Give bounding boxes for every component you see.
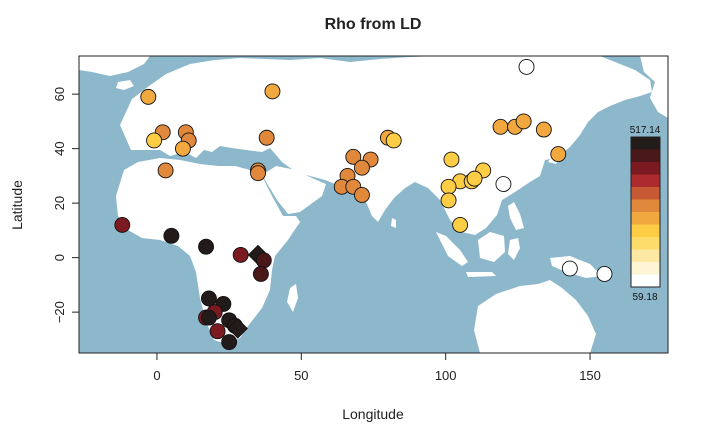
data-point-29 <box>452 216 469 233</box>
legend-swatch-4 <box>631 224 660 237</box>
data-point-44 <box>200 290 217 307</box>
data-point-15 <box>385 132 402 149</box>
data-point-43 <box>252 266 269 282</box>
data-point-42 <box>255 252 272 269</box>
data-point-33 <box>535 121 552 138</box>
land-north-america <box>640 56 668 118</box>
color-legend: 517.14 59.18 <box>630 125 661 303</box>
data-point-36 <box>596 266 613 282</box>
data-point-34 <box>550 146 567 163</box>
land-borneo <box>478 232 505 262</box>
data-point-20 <box>354 187 370 203</box>
land-sumatra <box>436 232 468 266</box>
legend-swatch-3 <box>631 237 660 250</box>
x-tick-label-1: 50 <box>294 368 308 383</box>
land-australia <box>474 280 596 353</box>
data-point-51 <box>227 318 248 339</box>
legend-swatches <box>630 136 661 288</box>
data-point-9 <box>157 162 174 179</box>
legend-swatch-0 <box>631 274 660 287</box>
x-axis: 0 50 100 150 <box>153 352 601 383</box>
y-tick-label-3: 40 <box>52 141 67 155</box>
data-point-1 <box>264 83 281 100</box>
chart-title: Rho from LD <box>325 16 422 33</box>
data-point-25 <box>440 178 457 195</box>
y-tick-label-1: 0 <box>52 254 67 261</box>
y-tick-label-0: −20 <box>52 301 67 323</box>
data-point-26 <box>466 170 483 187</box>
legend-swatch-6 <box>631 199 660 212</box>
data-point-28 <box>495 176 512 193</box>
data-point-39 <box>198 238 214 255</box>
land-scandinavia <box>176 66 238 114</box>
land-sulawesi <box>508 238 520 260</box>
legend-swatch-1 <box>631 262 660 275</box>
legend-swatch-11 <box>631 137 660 150</box>
data-point-48 <box>200 309 217 326</box>
y-tick-label-4: 60 <box>52 87 67 101</box>
data-point-11 <box>250 165 266 182</box>
land-sri-lanka <box>391 218 396 228</box>
data-point-52 <box>209 323 226 340</box>
x-tick-label-3: 150 <box>579 368 601 383</box>
data-point-7 <box>174 140 191 157</box>
land-arabia <box>262 166 326 214</box>
map-panel <box>78 55 669 354</box>
data-points <box>114 58 613 351</box>
data-point-27 <box>440 192 457 209</box>
legend-swatch-10 <box>631 149 660 162</box>
legend-swatch-2 <box>631 249 660 262</box>
data-point-40 <box>232 246 249 263</box>
data-point-32 <box>515 113 532 130</box>
data-point-17 <box>354 159 370 176</box>
y-axis: −20 0 20 40 60 <box>52 87 80 323</box>
legend-swatch-9 <box>631 162 660 175</box>
land-philippines <box>508 202 524 230</box>
data-point-53 <box>221 334 238 351</box>
legend-swatch-8 <box>631 174 660 187</box>
land-java <box>466 272 496 277</box>
legend-swatch-5 <box>631 212 660 225</box>
legend-min-label: 59.18 <box>632 292 657 303</box>
legend-frame <box>630 136 661 288</box>
x-axis-label: Longitude <box>342 406 404 422</box>
data-point-2 <box>518 58 535 75</box>
data-point-38 <box>163 227 180 244</box>
y-tick-label-2: 20 <box>52 196 67 210</box>
y-axis-label: Latitude <box>9 180 25 230</box>
data-point-8 <box>258 129 275 146</box>
land-iceland <box>116 80 134 90</box>
legend-max-label: 517.14 <box>630 125 661 136</box>
data-point-37 <box>114 216 131 233</box>
data-point-30 <box>492 118 509 135</box>
legend-swatch-7 <box>631 187 660 200</box>
data-point-0 <box>140 88 157 105</box>
data-point-21 <box>443 151 460 168</box>
data-point-4 <box>146 132 163 149</box>
x-tick-label-0: 0 <box>153 368 160 383</box>
land-eurasia <box>120 56 652 235</box>
data-point-35 <box>561 260 578 277</box>
x-tick-label-2: 100 <box>435 368 457 383</box>
data-point-12 <box>345 148 362 165</box>
land-greenland <box>79 56 150 76</box>
land-madagascar <box>287 284 298 312</box>
